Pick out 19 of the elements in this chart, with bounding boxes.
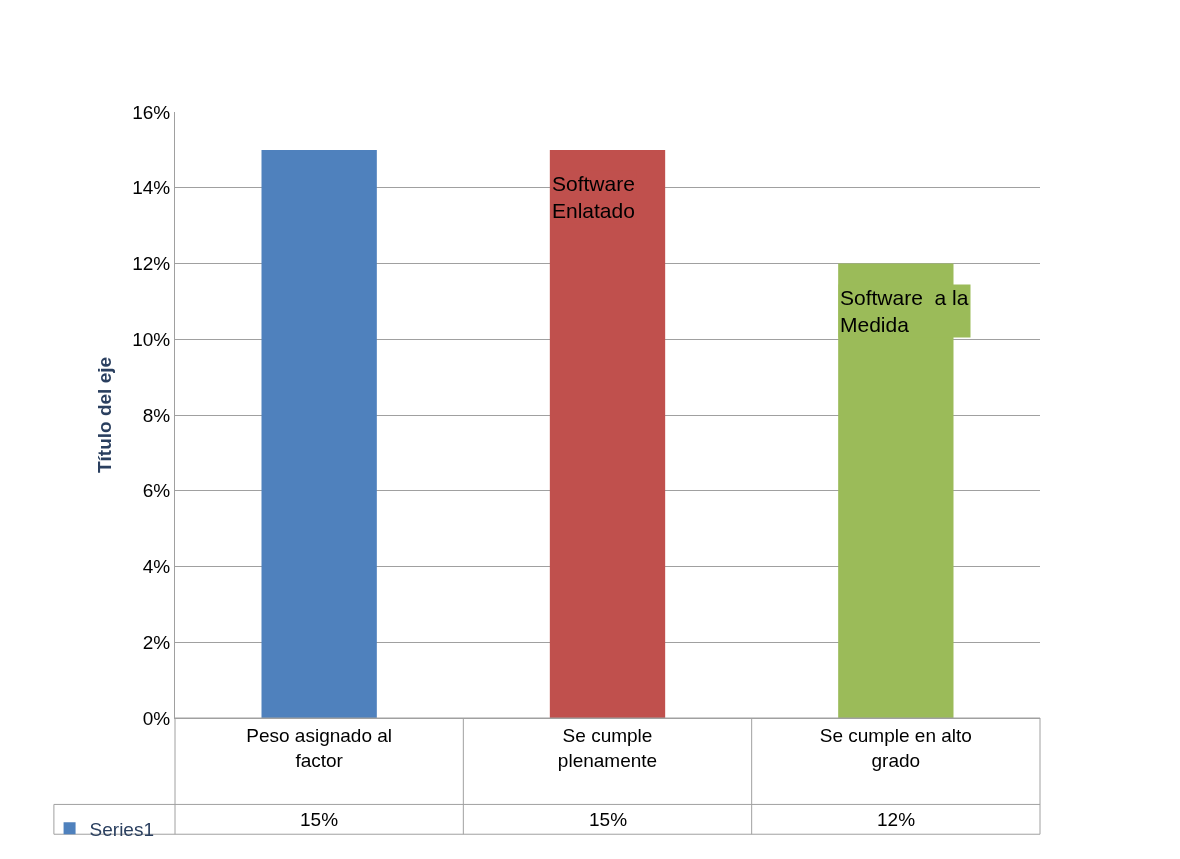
y-axis-title: Título del eje — [94, 356, 116, 474]
y-tick-label: 14% — [132, 177, 171, 199]
y-tick-label: 16% — [132, 101, 171, 123]
y-tick-label: 8% — [142, 404, 171, 426]
y-tick-label: 0% — [142, 707, 171, 729]
annotation: Software Enlatado — [552, 172, 635, 223]
x-tick-label: Peso asignado al factor — [246, 724, 393, 771]
data-label: 15% — [300, 809, 339, 830]
y-tick-label: 2% — [142, 631, 171, 653]
data-label: 15% — [589, 809, 628, 830]
y-tick-label: 4% — [142, 556, 171, 578]
x-tick-label: Se cumple plenamente — [557, 724, 658, 771]
y-tick-label: 10% — [132, 328, 171, 350]
legend-label: Series1 — [89, 818, 154, 840]
data-label: 12% — [877, 809, 916, 830]
annotation: Software a la Medida — [840, 286, 969, 337]
x-tick-label: Se cumple en alto grado — [819, 724, 972, 771]
y-tick-label: 12% — [132, 253, 171, 275]
y-tick-label: 6% — [142, 480, 171, 502]
